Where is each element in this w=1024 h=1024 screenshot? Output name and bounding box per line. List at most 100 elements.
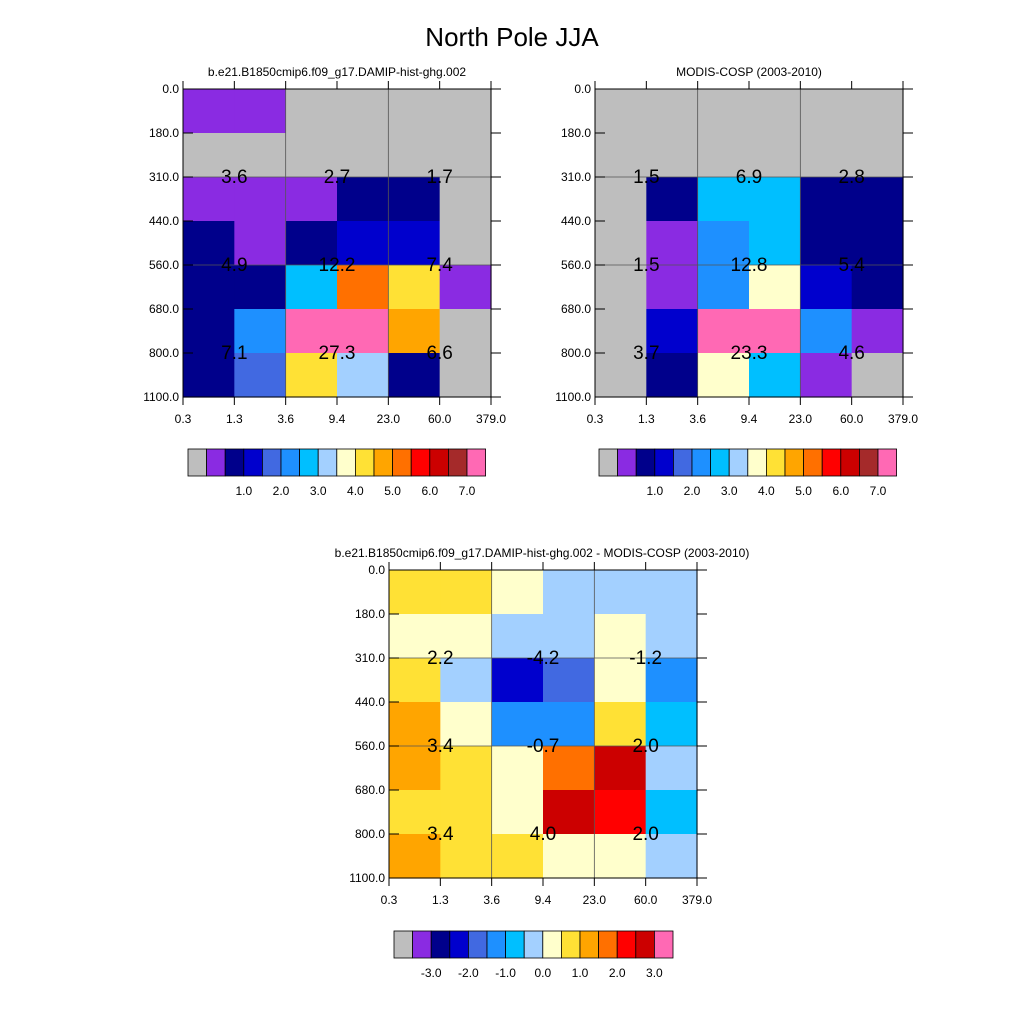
- model-cell: [285, 265, 338, 310]
- obs-box-value: 1.5: [633, 255, 659, 276]
- cbar-model-label: 1.0: [235, 484, 252, 498]
- model-panel-title: b.e21.B1850cmip6.f09_g17.DAMIP-hist-ghg.…: [208, 65, 466, 79]
- cbar-model-label: 2.0: [273, 484, 290, 498]
- model-colorbar: 1.0 2.0 3.0 4.0 5.0 6.0 7.0: [187, 448, 487, 498]
- obs-panel: MODIS-COSP (2003-2010) 0.0 180.0 310.0 440.…: [555, 65, 918, 426]
- cbar-obs-swatch: [840, 448, 860, 477]
- diff-cell: [645, 702, 698, 747]
- diff-cell: [543, 746, 595, 791]
- cbar-diff-swatch: [598, 930, 618, 959]
- obs-cell: [851, 133, 904, 178]
- obs-cell: [851, 221, 904, 266]
- cbar-diff-swatch: [486, 930, 507, 959]
- cbar-obs-label: 1.0: [646, 484, 663, 498]
- diff-cell: [645, 658, 698, 703]
- model-y-tick-label: 310.0: [149, 170, 179, 184]
- model-cell: [337, 89, 389, 134]
- cbar-obs-swatch: [747, 448, 767, 477]
- diff-box-value: -0.7: [527, 736, 560, 757]
- cbar-obs-label: 5.0: [795, 484, 812, 498]
- model-cell: [439, 353, 492, 398]
- model-y-tick-label: 180.0: [149, 126, 179, 140]
- cbar-obs-swatch: [803, 448, 823, 477]
- cbar-diff-label: 0.0: [534, 966, 551, 980]
- model-cell: [285, 353, 338, 398]
- model-cell: [388, 353, 441, 398]
- cbar-obs-swatch: [766, 448, 786, 477]
- diff-cell: [440, 702, 493, 747]
- model-box-value: 27.3: [319, 343, 356, 364]
- model-cell: [234, 265, 287, 310]
- diff-cell: [389, 702, 441, 747]
- cbar-obs-swatch: [784, 448, 805, 477]
- cbar-diff-swatch: [579, 930, 600, 959]
- diff-y-tick-label: 310.0: [355, 651, 385, 665]
- model-cell: [285, 177, 338, 222]
- diff-box-value: -4.2: [527, 648, 560, 669]
- cbar-model-swatch: [466, 448, 487, 477]
- obs-cell: [800, 221, 853, 266]
- model-cell: [183, 353, 235, 398]
- diff-cell: [594, 658, 647, 703]
- diff-cell: [543, 790, 595, 835]
- cbar-diff-label: -1.0: [495, 966, 516, 980]
- diff-x-tick-label: 3.6: [483, 893, 500, 907]
- diff-cell: [594, 834, 647, 879]
- cbar-model-label: 4.0: [347, 484, 364, 498]
- obs-cell: [646, 89, 699, 134]
- obs-cell: [595, 265, 647, 310]
- cbar-diff-label: 2.0: [609, 966, 626, 980]
- model-x-tick-label: 3.6: [277, 412, 294, 426]
- model-x-tick-label: 0.3: [175, 412, 192, 426]
- diff-cell: [491, 658, 544, 703]
- cbar-diff-label: -2.0: [458, 966, 479, 980]
- obs-x-tick-label: 0.3: [587, 412, 604, 426]
- cbar-obs-label: 7.0: [870, 484, 887, 498]
- model-cell: [337, 221, 389, 266]
- model-cell: [183, 309, 235, 354]
- model-cell: [234, 353, 287, 398]
- model-cell: [388, 133, 441, 178]
- model-box-value: 2.7: [324, 167, 350, 188]
- cbar-obs-swatch: [859, 448, 879, 477]
- diff-y-tick-label: 800.0: [355, 827, 385, 841]
- model-y-tick-label: 800.0: [149, 346, 179, 360]
- obs-cell: [595, 133, 647, 178]
- model-y-tick-label: 440.0: [149, 214, 179, 228]
- cbar-obs-swatch: [728, 448, 749, 477]
- obs-panel-title: MODIS-COSP (2003-2010): [676, 65, 822, 79]
- cbar-model-swatch: [243, 448, 263, 477]
- model-x-tick-label: 379.0: [476, 412, 506, 426]
- model-box-value: 3.6: [221, 167, 247, 188]
- diff-cell: [645, 834, 698, 879]
- cbar-obs-swatch: [710, 448, 730, 477]
- obs-x-tick-label: 9.4: [741, 412, 758, 426]
- cbar-diff-swatch: [523, 930, 544, 959]
- diff-cell: [645, 790, 698, 835]
- obs-cell: [749, 133, 801, 178]
- cbar-diff-swatch: [393, 930, 414, 959]
- obs-cell: [697, 133, 750, 178]
- diff-cell: [543, 658, 595, 703]
- diff-box-value: 2.0: [632, 824, 658, 845]
- diff-cell: [594, 790, 647, 835]
- cbar-obs-swatch: [691, 448, 712, 477]
- cbar-diff-label: 1.0: [572, 966, 589, 980]
- model-x-tick-label: 1.3: [226, 412, 243, 426]
- diff-box-value: 3.4: [427, 824, 454, 845]
- model-cell: [285, 221, 338, 266]
- cbar-obs-label: 4.0: [758, 484, 775, 498]
- diff-cell: [543, 570, 595, 615]
- model-box-value: 7.1: [221, 343, 247, 364]
- obs-y-tick-label: 440.0: [561, 214, 591, 228]
- cbar-obs-label: 6.0: [832, 484, 849, 498]
- obs-x-tick-label: 3.6: [689, 412, 706, 426]
- obs-box-value: 2.8: [838, 167, 864, 188]
- diff-cell: [440, 658, 493, 703]
- diff-cell: [594, 702, 647, 747]
- obs-y-tick-label: 1100.0: [555, 390, 591, 404]
- model-cell: [439, 177, 492, 222]
- cbar-obs-swatch: [635, 448, 656, 477]
- obs-cell: [646, 353, 699, 398]
- model-cell: [388, 309, 441, 354]
